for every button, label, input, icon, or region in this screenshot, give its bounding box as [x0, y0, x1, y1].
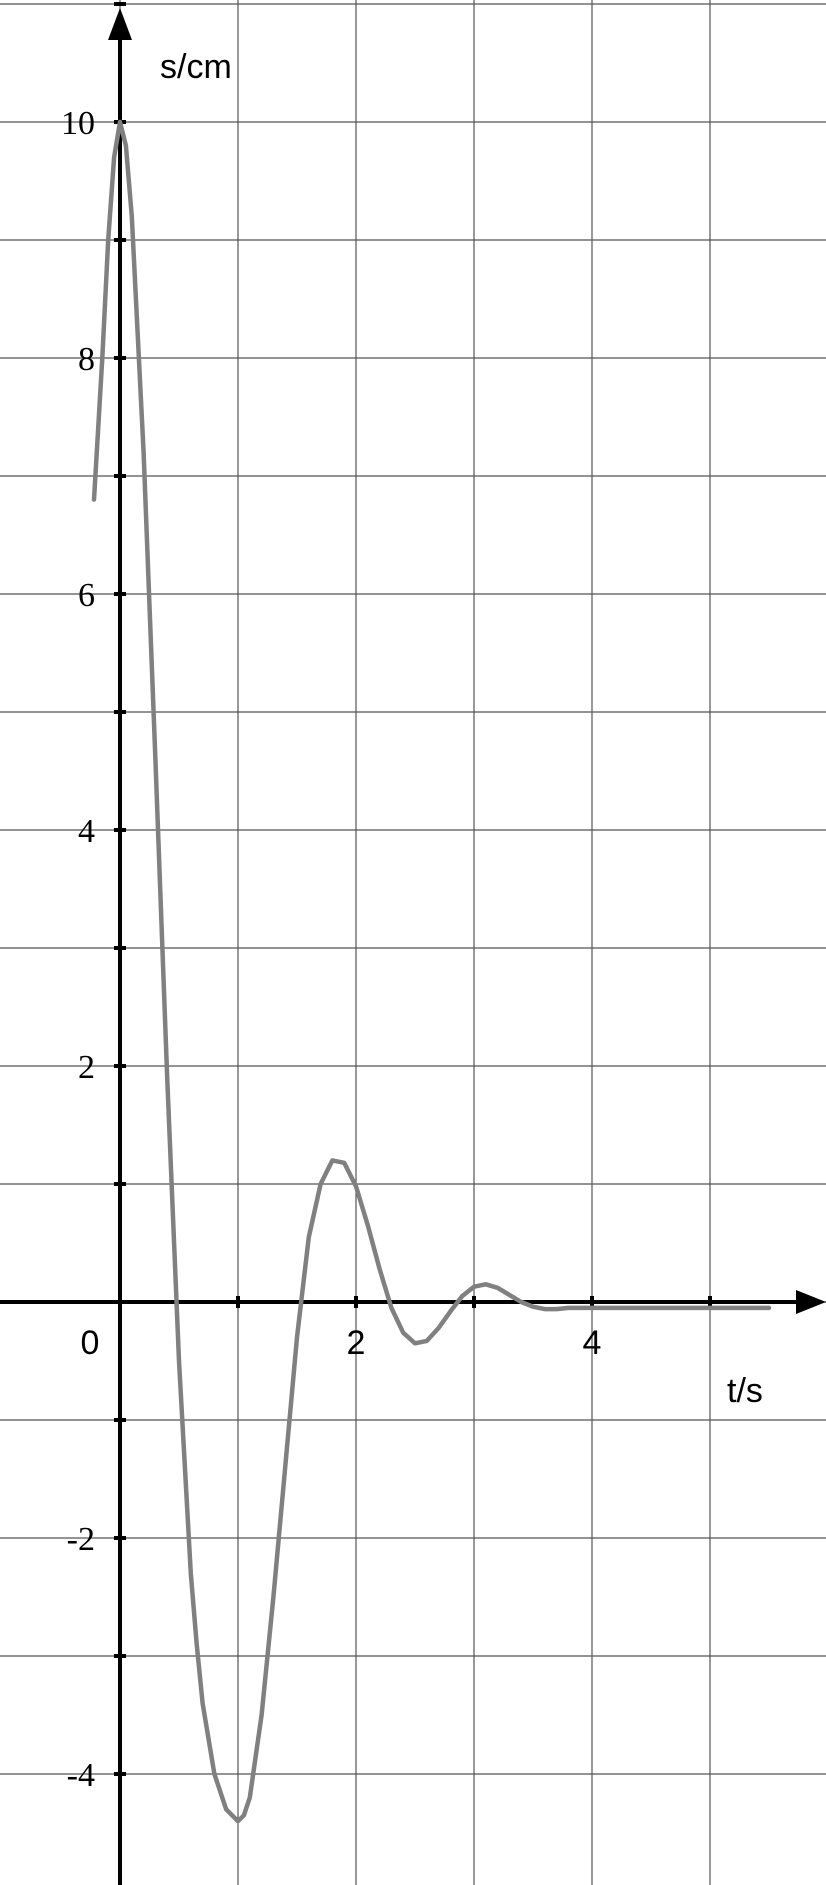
- y-tick-label: 2: [78, 1049, 95, 1086]
- y-tick-label: -4: [67, 1757, 95, 1794]
- y-tick-label: 8: [78, 341, 95, 378]
- y-tick-label: -2: [67, 1521, 95, 1558]
- ticks: [114, 2, 712, 1776]
- y-tick-label: 10: [61, 105, 95, 142]
- y-axis-label: s/cm: [160, 48, 232, 86]
- series-group: [91, 119, 772, 1824]
- x-tick-label: 4: [583, 1324, 602, 1362]
- y-axis-arrow: [108, 8, 132, 40]
- series-line: [91, 119, 772, 1824]
- x-tick-label: 0: [81, 1324, 100, 1362]
- x-axis-label: t/s: [727, 1372, 763, 1410]
- x-axis-arrow: [796, 1290, 826, 1314]
- axes: [0, 8, 826, 1885]
- x-tick-label: 2: [347, 1324, 366, 1362]
- y-tick-label: 4: [78, 813, 95, 850]
- y-tick-label: 6: [78, 577, 95, 614]
- labels: s/cm t/s 0 2 4 10 8 6 4 2 -2 -4: [61, 48, 763, 1794]
